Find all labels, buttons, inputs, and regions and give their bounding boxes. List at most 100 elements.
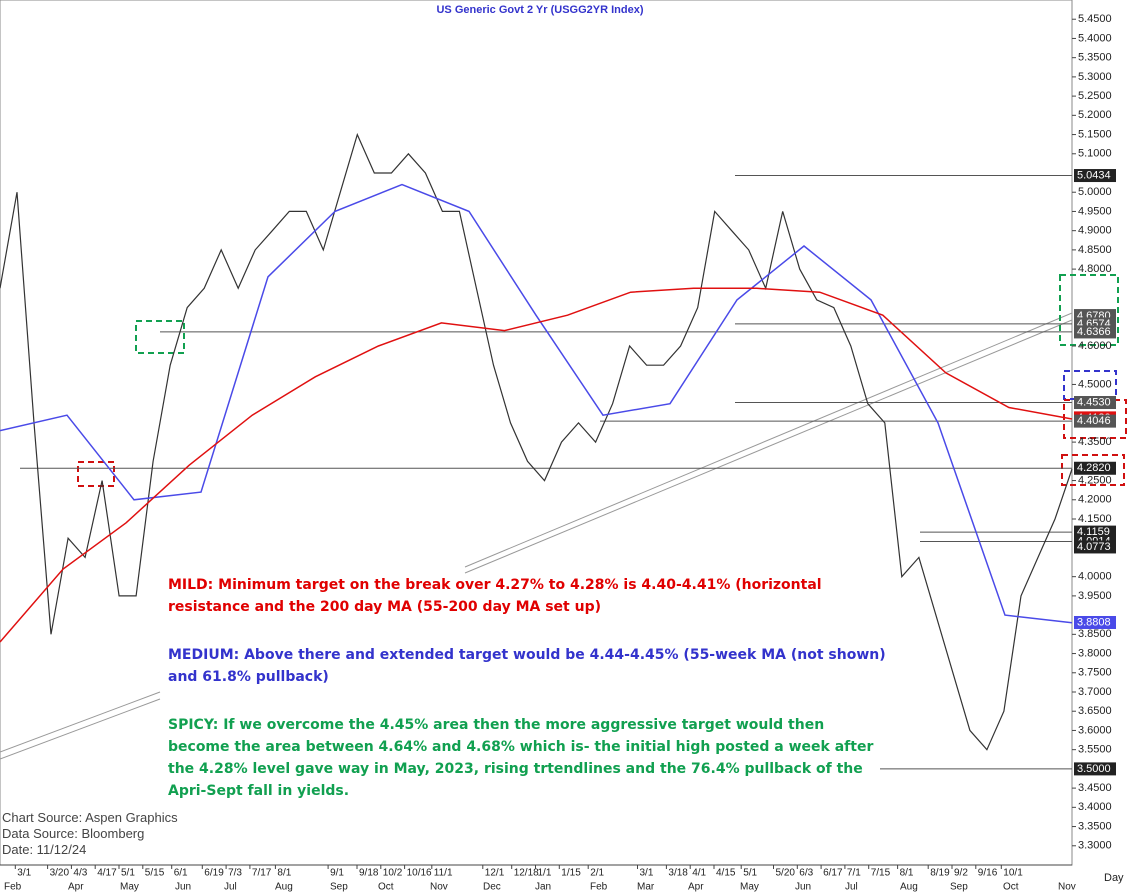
x-tick-label: 9/2 [954,868,968,879]
level-label-box [1074,414,1116,428]
x-tick-label: 3/1 [17,868,31,879]
x-tick-label: 10/1 [1003,868,1023,879]
x-month-label: Aug [275,882,293,893]
y-tick-label: 4.9500 [1078,205,1112,217]
level-label: 4.2820 [1077,462,1111,474]
x-tick-label: 9/18 [359,868,379,879]
y-tick-label: 4.9000 [1078,225,1112,237]
y-tick-label: 3.7000 [1078,686,1112,698]
x-tick-label: 9/16 [978,868,998,879]
y-tick-label: 3.9500 [1078,590,1112,602]
y-tick-label: 4.8500 [1078,244,1112,256]
x-tick-label: 11/1 [434,868,453,879]
x-tick-label: 8/19 [930,868,950,879]
x-month-label: May [120,882,139,893]
y-tick-label: 4.1500 [1078,513,1112,525]
x-tick-label: 3/20 [50,868,70,879]
y-tick-label: 4.6000 [1078,340,1112,352]
x-tick-label: 6/17 [823,868,843,879]
x-tick-label: 10/16 [407,868,432,879]
y-tick-label: 4.8000 [1078,263,1112,275]
x-month-label: Jun [175,882,191,893]
y-tick-label: 4.5000 [1078,378,1112,390]
y-tick-label: 4.2000 [1078,494,1112,506]
x-month-label: Aug [900,882,918,893]
source-note: Date: 11/12/24 [2,842,87,857]
x-month-label: Sep [330,882,348,893]
x-tick-label: 10/2 [383,868,403,879]
source-note: Chart Source: Aspen Graphics [2,810,178,825]
x-tick-label: 1/15 [561,868,581,879]
annotation: MILD: Minimum target on the break over 4… [168,577,822,615]
x-month-label: Jul [845,882,858,893]
trendlines [0,312,1073,760]
x-month-label: Apr [68,882,84,893]
x-month-label: Jan [535,882,551,893]
moving-average [0,183,1073,624]
x-month-label: Oct [378,882,394,893]
level-label-box [1074,461,1116,475]
y-tick-label: 5.1000 [1078,148,1112,160]
level-label: 4.4046 [1077,415,1111,427]
y-tick-label: 3.3000 [1078,840,1112,852]
x-tick-label: 4/17 [97,868,117,879]
x-tick-label: 2/1 [590,868,604,879]
y-tick-label: 5.3000 [1078,71,1112,83]
x-tick-label: 6/1 [174,868,188,879]
moving-average [0,287,1073,643]
level-label: 4.1159 [1077,526,1110,538]
x-tick-label: 3/1 [640,868,654,879]
x-tick-label: 7/15 [871,868,891,879]
y-tick-label: 3.3500 [1078,820,1112,832]
level-label: 3.5000 [1077,763,1111,775]
x-month-label: Mar [637,882,655,893]
level-label-box [1074,325,1116,339]
annotation: MEDIUM: Above there and extended target … [168,647,886,685]
level-label: 4.0773 [1077,541,1111,553]
chart-title: US Generic Govt 2 Yr (USGG2YR Index) [436,4,643,16]
y-tick-label: 4.3500 [1078,436,1112,448]
x-tick-label: 6/3 [799,868,813,879]
y-tick-label: 5.1500 [1078,128,1112,140]
y-tick-label: 5.4500 [1078,13,1112,25]
y-tick-label: 5.4000 [1078,32,1112,44]
level-label: 5.0434 [1077,169,1111,181]
y-tick-label: 3.8000 [1078,647,1112,659]
x-month-label: Feb [4,882,22,893]
x-tick-label: 4/15 [716,868,736,879]
y-tick-label: 3.6000 [1078,724,1112,736]
y-tick-label: 3.4000 [1078,801,1112,813]
x-month-label: Sep [950,882,968,893]
y-tick-label: 3.8500 [1078,628,1112,640]
x-tick-label: 7/1 [847,868,861,879]
x-tick-label: 8/1 [277,868,291,879]
x-month-label: Jun [795,882,811,893]
x-tick-label: 3/18 [668,868,688,879]
x-tick-label: 12/18 [514,868,539,879]
y-tick-label: 3.6500 [1078,705,1112,717]
level-label-box [1074,615,1116,629]
source-note: Data Source: Bloomberg [2,826,145,841]
level-label: 4.4530 [1077,396,1111,408]
level-label-box [1074,540,1116,554]
level-label-box [1074,762,1116,776]
x-tick-label: 4/1 [692,868,706,879]
y-tick-label: 5.2000 [1078,109,1112,121]
x-axis-label: Day [1104,872,1124,884]
price-line [0,132,1073,751]
y-tick-label: 3.5500 [1078,744,1112,756]
y-tick-label: 4.0000 [1078,571,1112,583]
y-tick-label: 5.0000 [1078,186,1112,198]
x-tick-label: 5/15 [145,868,165,879]
y-tick-label: 3.7500 [1078,667,1112,679]
x-tick-label: 7/3 [228,868,242,879]
x-month-label: Nov [430,882,448,893]
annotation: SPICY: If we overcome the 4.45% area the… [168,717,874,799]
level-label-box [1074,396,1116,410]
x-month-label: Jul [224,882,237,893]
y-tick-label: 3.4500 [1078,782,1112,794]
y-tick-label: 5.2500 [1078,90,1112,102]
x-tick-label: 5/1 [121,868,135,879]
